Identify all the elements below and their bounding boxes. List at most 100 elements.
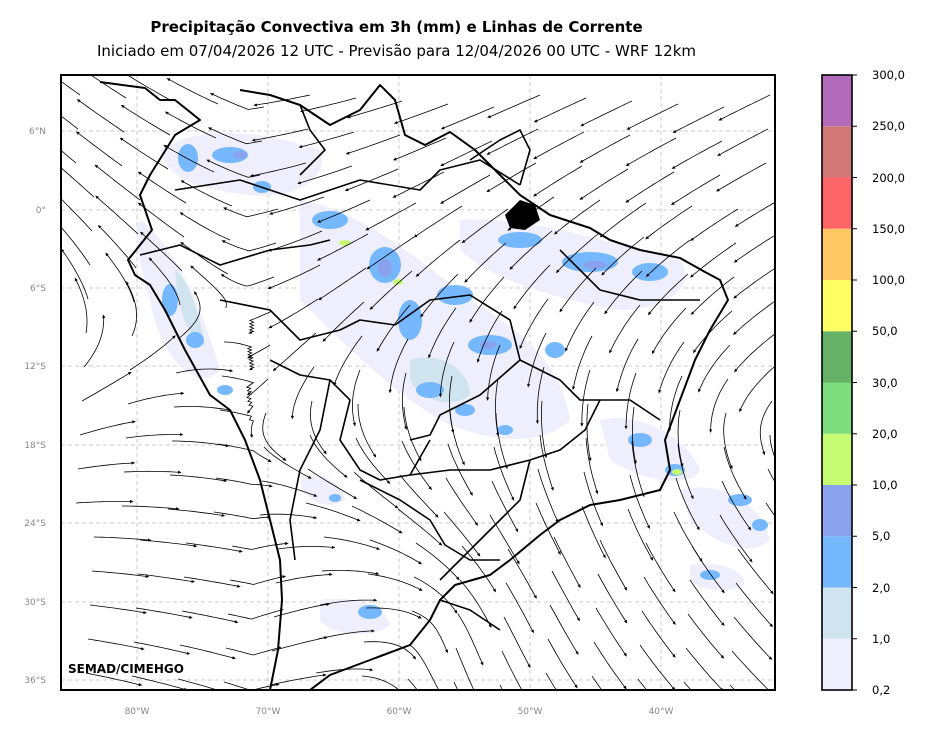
- lon-label: 70°W: [256, 707, 281, 717]
- streamline: [413, 576, 458, 614]
- streamline: [545, 672, 557, 690]
- streamline: [535, 502, 561, 556]
- streamline: [533, 131, 585, 160]
- streamline: [166, 78, 219, 105]
- streamline: [177, 678, 219, 690]
- streamline: [79, 420, 136, 436]
- streamline: [604, 270, 643, 315]
- streamline: [169, 474, 228, 483]
- streamline: [399, 474, 439, 518]
- map-subtitle: Iniciado em 07/04/2026 12 UTC - Previsão…: [96, 42, 697, 60]
- streamline: [449, 409, 465, 466]
- streamline: [251, 128, 309, 142]
- streamline: [624, 372, 637, 430]
- streamline: [376, 304, 411, 352]
- streamline: [300, 97, 357, 113]
- streamline: [737, 548, 774, 595]
- streamline: [457, 613, 484, 666]
- streamline: [137, 202, 185, 238]
- streamline: [180, 180, 233, 207]
- streamline: [90, 75, 127, 99]
- streamline: [318, 267, 367, 301]
- streamline: [597, 573, 628, 624]
- colorbar-label: 50,0: [872, 324, 898, 339]
- streamline: [85, 672, 143, 687]
- streamline: [455, 647, 475, 690]
- streamline: [778, 639, 817, 679]
- streamline: [599, 539, 628, 591]
- streamline: [505, 582, 534, 634]
- streamline: [428, 307, 457, 359]
- colorbar-label: 200,0: [872, 170, 905, 185]
- streamline: [91, 570, 150, 578]
- streamline: [487, 94, 541, 118]
- streamline: [489, 514, 520, 565]
- streamline: [366, 236, 415, 270]
- streamline: [647, 273, 689, 316]
- streamline: [140, 231, 183, 272]
- streamline: [167, 508, 226, 517]
- streamline: [413, 205, 463, 238]
- colorbar: [821, 74, 857, 691]
- streamline: [229, 575, 287, 585]
- streamline: [123, 470, 182, 474]
- streamline: [137, 171, 187, 204]
- streamline: [415, 239, 461, 277]
- streamline: [179, 212, 231, 241]
- streamline: [539, 434, 554, 491]
- latitude-labels: 6°N 0° 6°S 12°S 18°S 24°S 30°S 36°S: [24, 127, 46, 686]
- lat-label: 0°: [36, 206, 46, 216]
- colorbar-segment: [822, 536, 852, 588]
- streamline: [125, 432, 184, 439]
- streamline: [120, 104, 171, 136]
- streamline: [173, 406, 232, 412]
- streamline: [625, 171, 675, 203]
- streamline: [565, 301, 595, 352]
- streamline: [585, 437, 599, 495]
- colorbar-segment: [822, 638, 852, 690]
- streamline: [75, 499, 134, 504]
- lon-label: 40°W: [649, 707, 674, 717]
- streamline: [351, 505, 403, 534]
- longitude-labels: 80°W 70°W 60°W 50°W 40°W: [125, 707, 674, 717]
- colorbar-segment: [822, 433, 852, 485]
- streamline: [572, 335, 593, 391]
- map-title: Precipitação Convectiva em 3h (mm) e Lin…: [150, 18, 643, 36]
- streamline: [209, 93, 265, 110]
- streamline: [172, 440, 230, 448]
- streamline: [310, 400, 327, 455]
- streamline: [407, 678, 418, 690]
- streamline: [677, 443, 694, 500]
- streamline: [519, 298, 549, 349]
- streamline: [629, 474, 650, 529]
- streamline: [645, 239, 691, 278]
- streamline: [183, 576, 241, 588]
- streamline: [122, 505, 180, 511]
- colorbar-segment: [822, 228, 852, 280]
- streamline: [321, 570, 380, 576]
- streamline: [503, 616, 531, 669]
- streamline: [127, 391, 185, 405]
- streamline: [223, 681, 280, 690]
- streamline: [461, 545, 497, 593]
- streamline: [248, 310, 273, 334]
- streamline: [476, 310, 503, 363]
- streamline: [591, 675, 603, 690]
- streamline: [81, 371, 132, 402]
- streamline: [361, 675, 400, 690]
- streamline: [683, 681, 692, 690]
- streamline: [367, 573, 423, 591]
- streamline: [277, 545, 336, 550]
- streamline: [440, 106, 495, 130]
- credit-label: SEMAD/CIMEHGO: [68, 662, 184, 676]
- streamline: [409, 644, 441, 690]
- colorbar-segment: [822, 280, 852, 332]
- streamline: [97, 224, 137, 269]
- streamline: [131, 675, 188, 690]
- streamline: [767, 468, 775, 483]
- streamline: [685, 647, 724, 690]
- streamline: [163, 144, 215, 173]
- streamline: [593, 641, 627, 690]
- colorbar-segment: [822, 126, 852, 178]
- streamline: [76, 99, 125, 133]
